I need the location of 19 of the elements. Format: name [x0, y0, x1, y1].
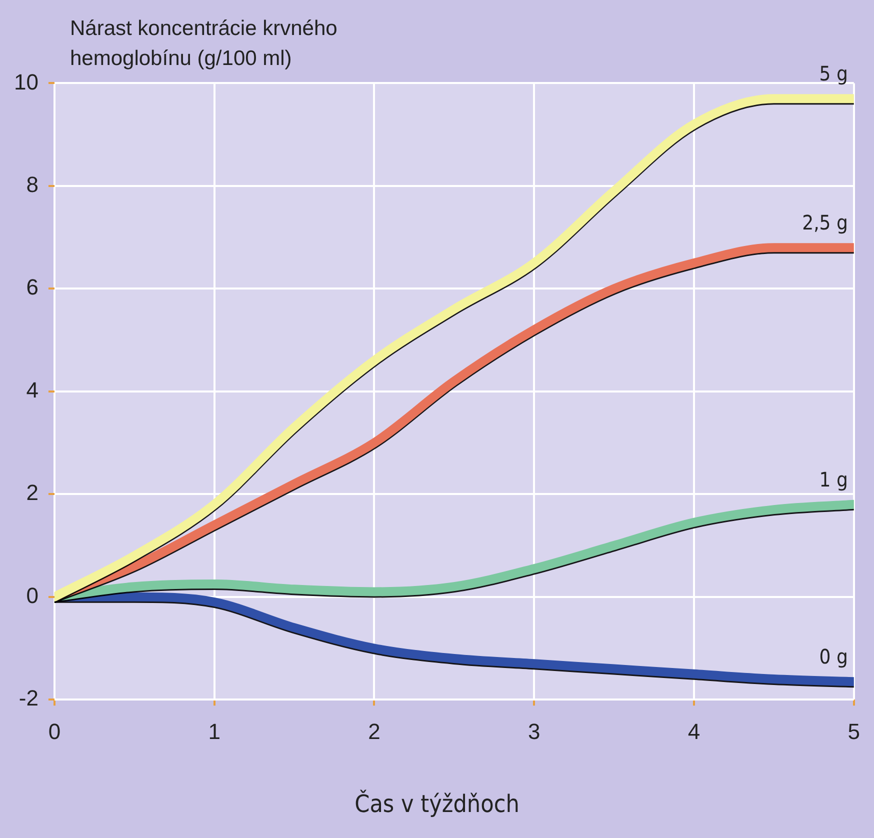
series-label: 2,5 g	[802, 210, 848, 235]
x-tick-label: 2	[368, 718, 380, 744]
x-tick-label: 3	[528, 718, 540, 744]
y-tick-label: -2	[18, 686, 38, 711]
y-tick-label: 2	[26, 480, 38, 506]
series-label: 1 g	[819, 467, 848, 492]
y-tick-label: 6	[26, 274, 38, 300]
x-tick-label: 4	[688, 718, 700, 744]
y-tick-label: 8	[26, 172, 38, 197]
series-label: 0 g	[819, 644, 848, 669]
series-label: 5 g	[819, 62, 848, 86]
y-axis-title: Nárast koncentrácie krvného hemoglobínu (g/100 ml)	[70, 16, 338, 72]
x-tick-label: 1	[208, 718, 220, 744]
x-tick-label: 0	[48, 718, 61, 744]
y-tick-label: 0	[26, 582, 38, 608]
x-axis-title: Čas v týždňoch	[354, 790, 520, 818]
x-tick-label: 5	[848, 718, 860, 744]
y-tick-label: 4	[26, 377, 38, 402]
y-tick-label: 10	[14, 69, 38, 94]
